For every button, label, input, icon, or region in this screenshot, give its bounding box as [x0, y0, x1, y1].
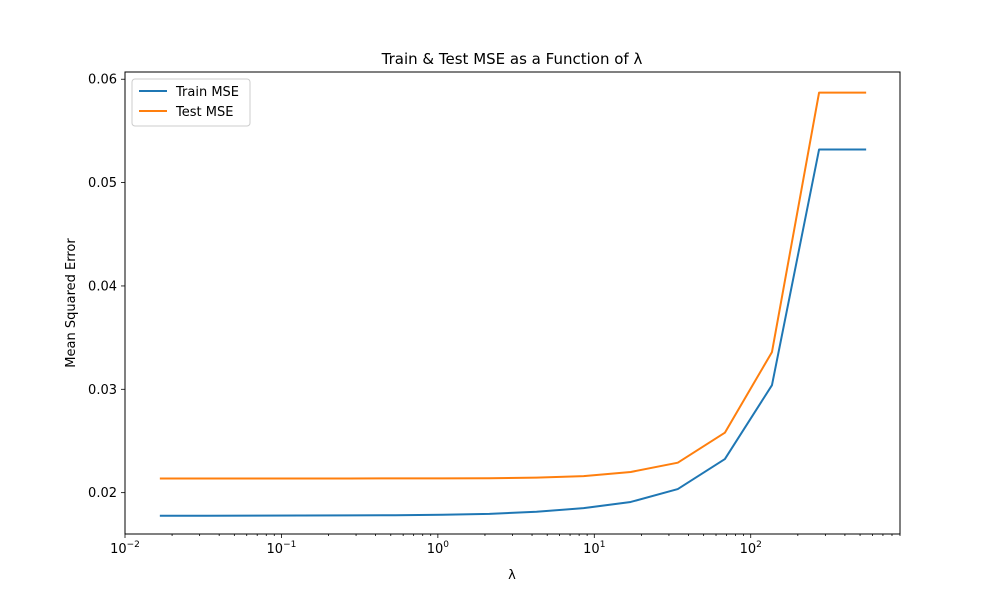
legend: Train MSE Test MSE	[131, 78, 251, 127]
series-line-test	[159, 91, 867, 480]
y-tick-label: 0.04	[88, 279, 117, 294]
legend-label-train: Train MSE	[175, 85, 239, 100]
x-axis-ticks: 10−2 10−1 100 101 102	[110, 534, 901, 557]
chart-title: Train & Test MSE as a Function of λ	[381, 50, 643, 68]
series-line-train	[159, 148, 867, 517]
y-tick-label: 0.03	[88, 383, 117, 398]
y-tick-label: 0.02	[88, 486, 117, 501]
x-axis-label: λ	[508, 568, 516, 583]
series-layer	[159, 91, 867, 517]
y-tick-label: 0.06	[88, 73, 117, 88]
y-axis-label: Mean Squared Error	[64, 238, 79, 368]
legend-label-test: Test MSE	[175, 105, 233, 120]
y-axis-ticks: 0.02 0.03 0.04 0.05 0.06	[88, 73, 125, 501]
y-tick-label: 0.05	[88, 176, 117, 191]
